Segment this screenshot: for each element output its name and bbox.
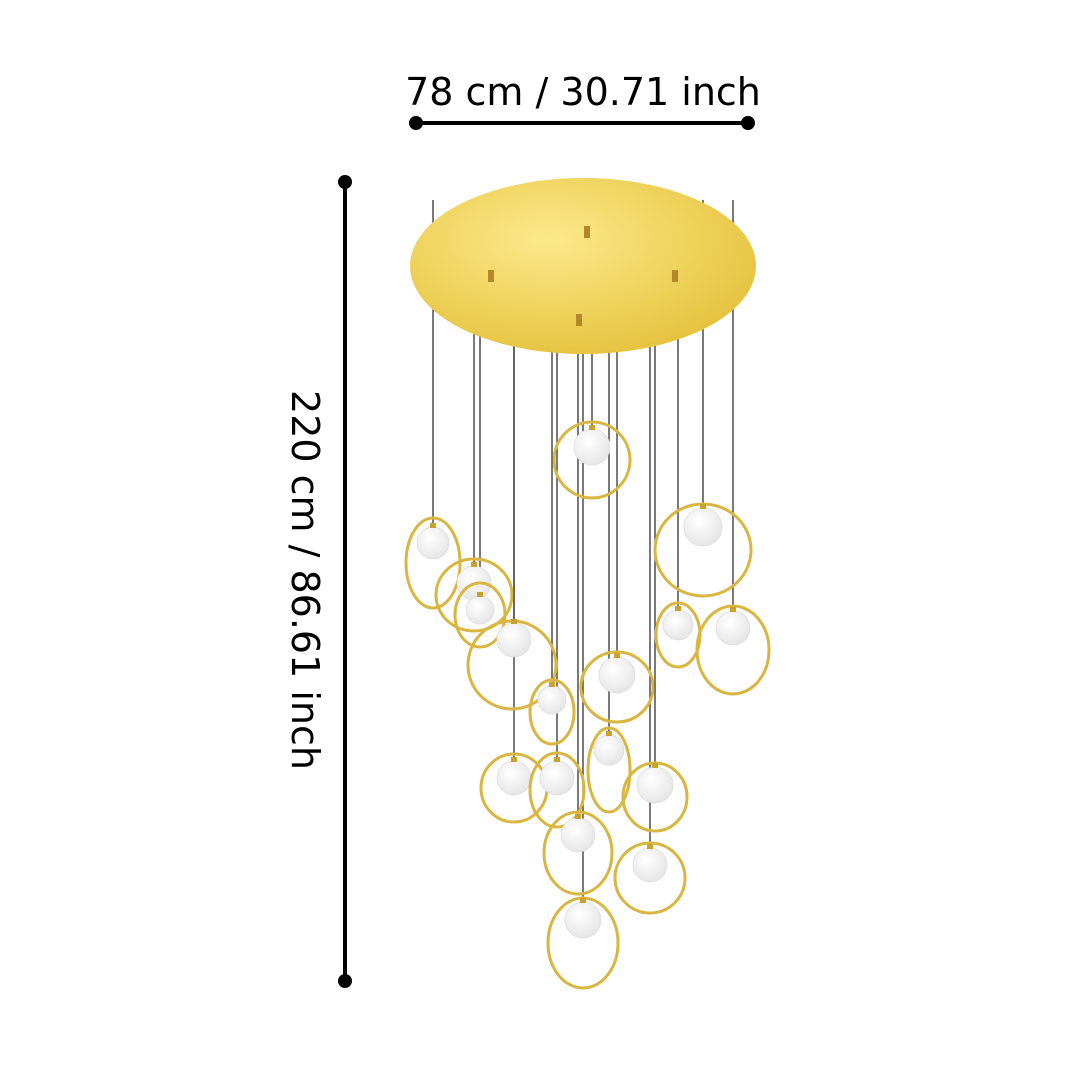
globe-holder xyxy=(511,757,517,762)
gold-ring xyxy=(695,604,771,696)
gold-ring xyxy=(434,557,514,633)
globe-holder xyxy=(647,844,653,849)
globe-holder xyxy=(589,425,595,430)
glass-globe xyxy=(465,595,495,625)
pendant xyxy=(466,619,558,711)
globe-holder xyxy=(580,898,586,903)
gold-ring xyxy=(453,581,507,649)
canopy-fixture xyxy=(488,270,494,282)
globe-holder xyxy=(549,682,555,687)
globe-holder xyxy=(675,606,681,611)
height-line-start-dot xyxy=(338,175,352,189)
glass-globe xyxy=(539,760,575,796)
pendant xyxy=(613,841,687,915)
width-dimension-label: 78 cm / 30.71 inch xyxy=(405,70,761,114)
globe-holder xyxy=(730,607,736,612)
glass-globe xyxy=(416,526,450,560)
pendant xyxy=(586,726,632,814)
gold-ring xyxy=(542,810,614,896)
globe-holder xyxy=(554,757,560,762)
pendant xyxy=(579,650,655,724)
glass-globe xyxy=(560,817,596,853)
glass-globe xyxy=(496,760,532,796)
glass-globe xyxy=(632,847,668,883)
height-dimension-line xyxy=(338,175,352,988)
globe-holder xyxy=(614,653,620,658)
canopy-fixture xyxy=(584,226,590,238)
pendant xyxy=(528,751,586,829)
pendant xyxy=(552,420,632,500)
pendant xyxy=(528,678,576,746)
canopy-fixture xyxy=(672,270,678,282)
glass-globe xyxy=(593,734,625,766)
ceiling-canopy xyxy=(410,178,756,354)
globe-holder xyxy=(652,763,658,768)
pendant xyxy=(654,601,702,669)
glass-globe xyxy=(636,766,674,804)
globe-holder xyxy=(606,731,612,736)
glass-globe xyxy=(564,901,602,939)
glass-globe xyxy=(496,622,532,658)
pendant xyxy=(453,581,507,649)
glass-globe xyxy=(573,428,611,466)
globe-holder xyxy=(511,619,517,624)
pendant xyxy=(621,761,689,833)
globe-holder xyxy=(575,814,581,819)
globe-holder xyxy=(471,562,477,567)
globe-holder xyxy=(700,504,706,509)
glass-globe xyxy=(715,610,751,646)
width-dimension-line xyxy=(409,116,755,130)
width-line-end-dot xyxy=(741,116,755,130)
globe-holder xyxy=(430,523,436,528)
gold-ring xyxy=(579,650,655,724)
gold-ring xyxy=(528,751,586,829)
pendant xyxy=(653,502,753,598)
glass-globe xyxy=(662,609,694,641)
pendant xyxy=(695,604,771,696)
pendant xyxy=(542,810,614,896)
pendant xyxy=(404,516,462,610)
height-line-end-dot xyxy=(338,974,352,988)
canopy-fixture xyxy=(576,314,582,326)
gold-ring xyxy=(552,420,632,500)
globe-holder xyxy=(477,592,483,597)
width-line-start-dot xyxy=(409,116,423,130)
glass-globe xyxy=(598,656,636,694)
glass-globe xyxy=(683,507,723,547)
gold-ring xyxy=(586,726,632,814)
gold-ring xyxy=(528,678,576,746)
glass-globe xyxy=(537,685,567,715)
pendant xyxy=(546,896,620,990)
gold-ring xyxy=(613,841,687,915)
pendants xyxy=(404,420,771,990)
